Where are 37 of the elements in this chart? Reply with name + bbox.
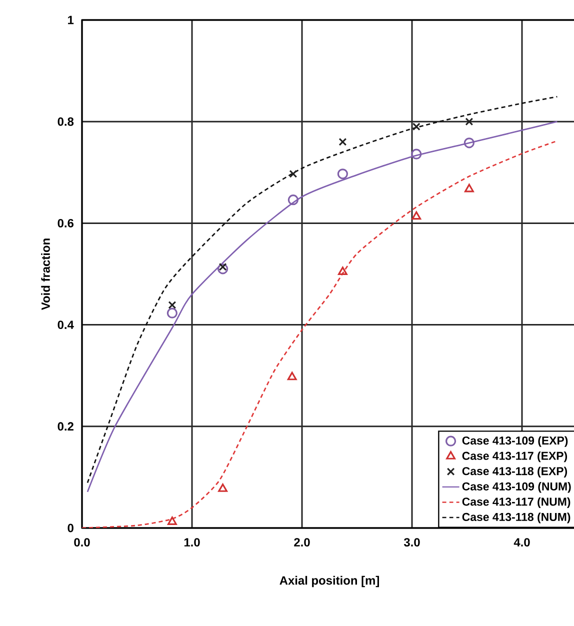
legend-label: Case 413-109 (EXP)	[462, 436, 568, 447]
point	[337, 168, 348, 180]
point	[218, 484, 228, 492]
x-tick-label: 4.0	[514, 538, 530, 547]
y-tick-label: 0.6	[58, 218, 74, 228]
x-tick-label: 3.0	[404, 538, 420, 547]
point	[218, 262, 227, 271]
y-axis-title: Void fraction	[41, 238, 50, 310]
point	[168, 516, 177, 525]
point	[411, 148, 422, 160]
y-tick-label: 0.4	[58, 320, 74, 330]
point	[338, 266, 348, 276]
point	[288, 194, 298, 206]
legend-label: Case 413-109 (NUM)	[462, 482, 571, 493]
point	[412, 211, 422, 220]
point	[287, 372, 297, 380]
legend-label: Case 413-118 (NUM)	[462, 512, 570, 524]
y-tick-label: 1	[68, 16, 74, 24]
point	[289, 170, 298, 178]
x-tick-label: 2.0	[294, 538, 310, 547]
point	[168, 301, 176, 309]
legend-label: Case 413-117 (EXP)	[462, 451, 568, 462]
legend-label: Case 413-118 (EXP)	[462, 466, 568, 478]
point	[218, 264, 228, 274]
point	[338, 138, 347, 146]
point	[166, 308, 178, 318]
point	[464, 138, 474, 148]
point	[465, 118, 474, 126]
y-tick-label: 0	[68, 524, 74, 532]
y-tick-label: 0.8	[58, 117, 74, 126]
y-tick-label: 0.2	[58, 422, 74, 431]
point	[464, 184, 474, 192]
x-tick-label: 0.0	[74, 538, 90, 547]
x-axis-title: Axial position [m]	[280, 576, 379, 588]
legend-label: Case 413-117 (NUM)	[462, 497, 570, 508]
x-tick-label: 1.0	[184, 538, 200, 547]
point	[412, 122, 420, 131]
